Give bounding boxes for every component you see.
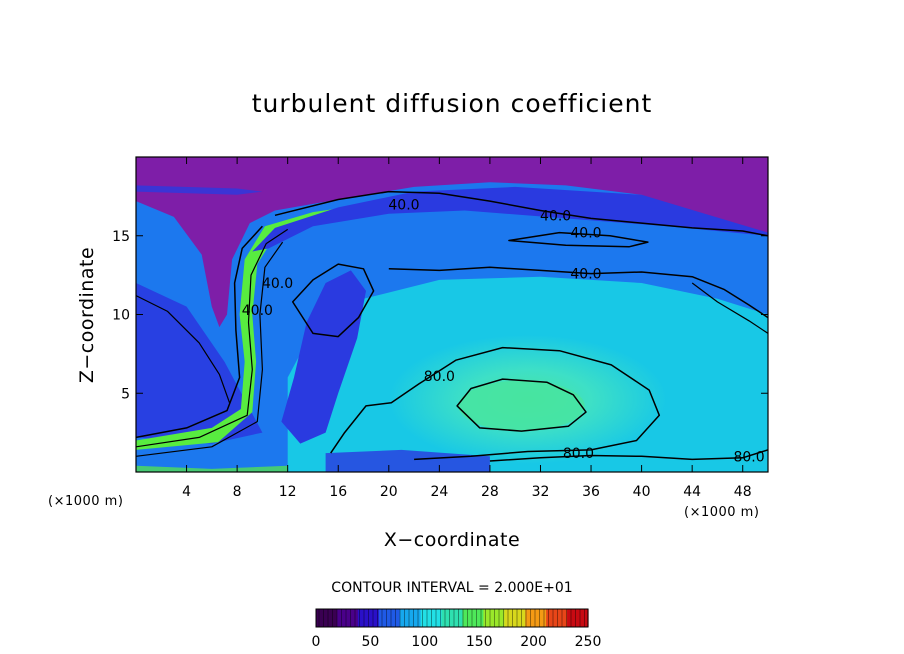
chart-title: turbulent diffusion coefficient: [252, 89, 653, 118]
contour-40-mid: [388, 266, 768, 319]
contour-label-6: 80.0: [424, 369, 455, 385]
contour-front-inner: [136, 228, 289, 448]
y-axis-label: Z−coordinate: [76, 247, 98, 383]
contour-40-pocket: [291, 263, 375, 338]
x-unit-label-right: (×1000 m): [684, 505, 759, 520]
diffusion-field: [136, 157, 768, 472]
blue-pocket-mid: [281, 270, 366, 444]
x-tick-label-12: 12: [279, 484, 297, 500]
contour-label-4: 40.0: [262, 276, 293, 292]
contour-interval-text: CONTOUR INTERVAL = 2.000E+01: [331, 580, 572, 596]
contour-80-core: [456, 378, 587, 432]
colorbar-tick-label-100: 100: [411, 634, 438, 650]
blue-pocket-left: [136, 283, 263, 444]
contour-40-upper: [274, 190, 768, 237]
colorbar-tick-label-200: 200: [520, 634, 547, 650]
purple-layer-streak: [136, 185, 263, 195]
x-tick-label-48: 48: [734, 484, 752, 500]
colorbar-segment-1: [336, 609, 359, 627]
x-tick-label-8: 8: [233, 484, 242, 500]
contour-label-0: 40.0: [388, 197, 419, 213]
colorbar-frame: [315, 608, 589, 628]
x-tick-label-24: 24: [430, 484, 448, 500]
x-unit-label-left: (×1000 m): [48, 494, 123, 509]
contour-label-1: 40.0: [540, 208, 571, 224]
x-axis-label: X−coordinate: [384, 529, 520, 551]
purple-top-layer: [136, 157, 768, 328]
x-tick-label-44: 44: [683, 484, 701, 500]
contour-80-outer: [330, 346, 661, 461]
contour-label-7: 80.0: [563, 446, 594, 462]
x-axis-ticks: 4 8 12 16 20 24 28 32 36 40 44 48: [182, 157, 752, 500]
colorbar-segment-4: [399, 609, 422, 627]
green-bottom-band: [136, 465, 288, 472]
contour-bottom-80: [489, 449, 768, 462]
colorbar-segment-10: [525, 609, 547, 627]
y-tick-label-5: 5: [121, 386, 130, 402]
contour-right-edge: [691, 282, 768, 334]
y-tick-label-10: 10: [112, 308, 130, 324]
colorbar-tick-label-250: 250: [575, 634, 602, 650]
contour-label-5: 40.0: [242, 303, 273, 319]
colorbar-tick-label-150: 150: [466, 634, 493, 650]
contour-lines: [136, 190, 768, 462]
contour-front-outer: [136, 225, 263, 439]
core-center: [458, 380, 585, 432]
contour-left-pocket: [136, 295, 231, 403]
colorbar-segment-11: [546, 609, 568, 627]
x-tick-label-4: 4: [182, 484, 191, 500]
contour-label-2: 40.0: [570, 226, 601, 242]
contour-labels: 40.0 40.0 40.0 40.0 40.0 40.0 80.0 80.0 80.0: [242, 197, 765, 465]
colorbar: [315, 608, 589, 628]
colorbar-segment-0: [316, 609, 338, 627]
colorbar-tick-label-0: 0: [312, 634, 321, 650]
colorbar-segment-9: [504, 609, 526, 627]
x-tick-label-40: 40: [633, 484, 651, 500]
x-tick-label-32: 32: [532, 484, 550, 500]
colorbar-segment-12: [567, 609, 589, 627]
colorbar-tick-label-50: 50: [361, 634, 379, 650]
blue-pocket-bottom: [325, 449, 490, 472]
x-tick-label-16: 16: [329, 484, 347, 500]
contour-label-3: 40.0: [570, 267, 601, 283]
colorbar-tick-labels: 0 50 100 150 200 250: [312, 634, 602, 650]
upper-blue-layer: [252, 186, 768, 252]
contour-label-8: 80.0: [733, 449, 764, 465]
colorbar-segment-3: [378, 609, 401, 627]
x-tick-label-28: 28: [481, 484, 499, 500]
colorbar-segment-6: [441, 609, 464, 627]
contour-40-inner: [508, 231, 649, 248]
y-tick-label-15: 15: [112, 229, 130, 245]
y-axis-ticks: 5 10 15: [112, 229, 768, 402]
colorbar-segment-8: [483, 609, 505, 627]
contour-front-third: [136, 241, 284, 457]
x-tick-label-20: 20: [380, 484, 398, 500]
x-tick-label-36: 36: [582, 484, 600, 500]
